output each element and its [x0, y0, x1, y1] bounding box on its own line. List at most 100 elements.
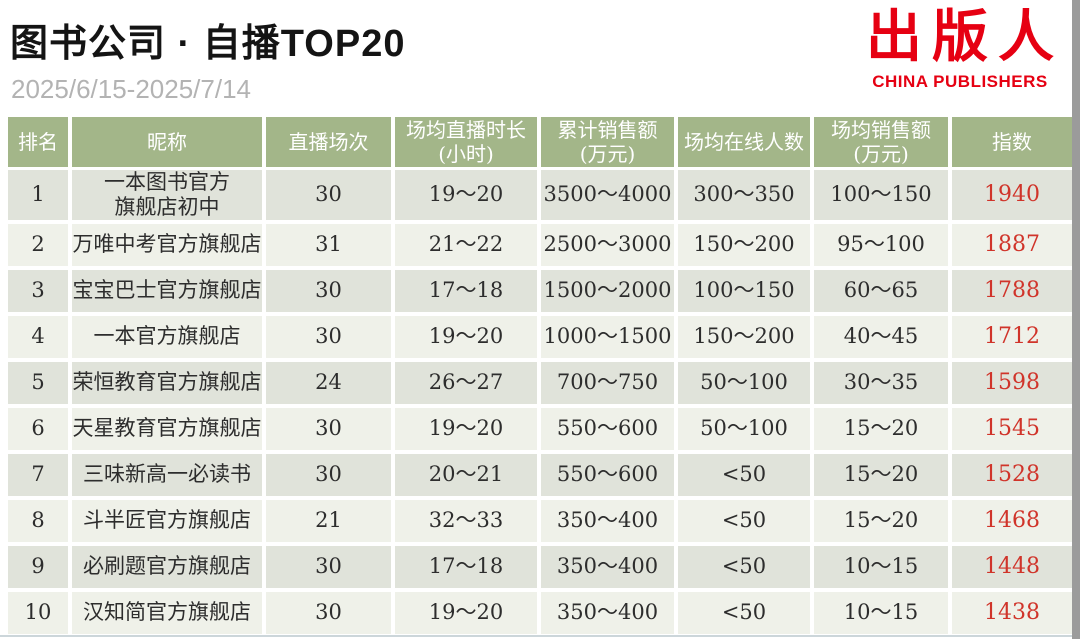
page-title: 图书公司 · 自播TOP20 [10, 23, 406, 65]
china-publishers-logo: 出版人 CHINA PUBLISHERS [866, 4, 1054, 92]
date-range: 2025/6/15-2025/7/14 [11, 74, 251, 104]
cell-rank: 6 [8, 408, 68, 450]
table-row: 1 一本图书官方 旗舰店初中 30 19～20 3500～4000 300～35… [8, 170, 1072, 220]
cell-sessions: 24 [266, 362, 391, 404]
cell-avg-duration: 21～22 [395, 224, 537, 266]
cell-avg-duration: 17～18 [395, 270, 537, 312]
col-header-rank: 排名 [8, 117, 68, 167]
cell-sessions: 30 [266, 170, 391, 220]
table-row: 3 宝宝巴士官方旗舰店 30 17～18 1500～2000 100～150 6… [8, 270, 1072, 312]
table-row: 6 天星教育官方旗舰店 30 19～20 550～600 50～100 15～2… [8, 408, 1072, 450]
cell-nickname: 天星教育官方旗舰店 [72, 408, 262, 450]
cell-nickname: 汉知简官方旗舰店 [72, 592, 262, 634]
table-row: 5 荣恒教育官方旗舰店 24 26～27 700～750 50～100 30～3… [8, 362, 1072, 404]
table-row: 9 必刷题官方旗舰店 30 17～18 350～400 <50 10～15 14… [8, 546, 1072, 588]
cell-index: 1598 [952, 362, 1072, 404]
cell-avg-online: 150～200 [678, 224, 810, 266]
cell-avg-online: 50～100 [678, 408, 810, 450]
cell-rank: 1 [8, 170, 68, 220]
cell-avg-duration: 19～20 [395, 170, 537, 220]
cell-index: 1788 [952, 270, 1072, 312]
cell-rank: 9 [8, 546, 68, 588]
cell-avg-sales: 15～20 [814, 408, 948, 450]
cell-rank: 10 [8, 592, 68, 634]
cell-rank: 7 [8, 454, 68, 496]
cell-sessions: 30 [266, 592, 391, 634]
cell-index: 1712 [952, 316, 1072, 358]
cell-index: 1545 [952, 408, 1072, 450]
cell-sessions: 30 [266, 546, 391, 588]
screen-bottom-edge [0, 635, 1072, 637]
cell-avg-sales: 40～45 [814, 316, 948, 358]
cell-avg-sales: 10～15 [814, 546, 948, 588]
cell-total-sales: 350～400 [541, 500, 674, 542]
col-header-total-sales: 累计销售额 (万元) [541, 117, 674, 167]
cell-avg-sales: 15～20 [814, 454, 948, 496]
cell-avg-online: 100～150 [678, 270, 810, 312]
cell-sessions: 21 [266, 500, 391, 542]
cell-rank: 5 [8, 362, 68, 404]
cell-avg-sales: 60～65 [814, 270, 948, 312]
cell-avg-sales: 10～15 [814, 592, 948, 634]
cell-avg-sales: 30～35 [814, 362, 948, 404]
cell-total-sales: 3500～4000 [541, 170, 674, 220]
cell-nickname: 一本图书官方 旗舰店初中 [72, 170, 262, 220]
cell-sessions: 30 [266, 408, 391, 450]
cell-nickname: 荣恒教育官方旗舰店 [72, 362, 262, 404]
cell-nickname: 万唯中考官方旗舰店 [72, 224, 262, 266]
cell-avg-duration: 17～18 [395, 546, 537, 588]
cell-total-sales: 2500～3000 [541, 224, 674, 266]
cell-avg-online: <50 [678, 454, 810, 496]
cell-sessions: 31 [266, 224, 391, 266]
cell-nickname: 一本官方旗舰店 [72, 316, 262, 358]
cell-nickname: 三味新高一必读书 [72, 454, 262, 496]
cell-index: 1468 [952, 500, 1072, 542]
cell-nickname: 宝宝巴士官方旗舰店 [72, 270, 262, 312]
cell-total-sales: 700～750 [541, 362, 674, 404]
cell-avg-duration: 20～21 [395, 454, 537, 496]
cell-avg-online: <50 [678, 592, 810, 634]
cell-total-sales: 550～600 [541, 454, 674, 496]
table-row: 2 万唯中考官方旗舰店 31 21～22 2500～3000 150～200 9… [8, 224, 1072, 266]
cell-avg-duration: 32～33 [395, 500, 537, 542]
cell-avg-duration: 26～27 [395, 362, 537, 404]
table-header-row: 排名 昵称 直播场次 场均直播时长 (小时) 累计销售额 (万元) 场均在线人数… [8, 117, 1072, 167]
cell-sessions: 30 [266, 454, 391, 496]
cell-avg-sales: 15～20 [814, 500, 948, 542]
cell-avg-online: <50 [678, 546, 810, 588]
cell-index: 1448 [952, 546, 1072, 588]
cell-avg-online: 300～350 [678, 170, 810, 220]
table-row: 8 斗半匠官方旗舰店 21 32～33 350～400 <50 15～20 14… [8, 500, 1072, 542]
cell-total-sales: 350～400 [541, 546, 674, 588]
table-row: 4 一本官方旗舰店 30 19～20 1000～1500 150～200 40～… [8, 316, 1072, 358]
cell-sessions: 30 [266, 316, 391, 358]
col-header-avg-duration: 场均直播时长 (小时) [395, 117, 537, 167]
cell-sessions: 30 [266, 270, 391, 312]
cell-total-sales: 350～400 [541, 592, 674, 634]
cell-total-sales: 550～600 [541, 408, 674, 450]
cell-rank: 2 [8, 224, 68, 266]
col-header-avg-sales: 场均销售额 (万元) [814, 117, 948, 167]
cell-avg-online: 50～100 [678, 362, 810, 404]
col-header-index: 指数 [952, 117, 1072, 167]
table-row: 10 汉知简官方旗舰店 30 19～20 350～400 <50 10～15 1… [8, 592, 1072, 634]
cell-nickname: 斗半匠官方旗舰店 [72, 500, 262, 542]
cell-avg-sales: 95～100 [814, 224, 948, 266]
logo-chinese-text: 出版人 [866, 4, 1064, 70]
ranking-table: 排名 昵称 直播场次 场均直播时长 (小时) 累计销售额 (万元) 场均在线人数… [8, 117, 1072, 634]
col-header-sessions: 直播场次 [266, 117, 391, 167]
cell-index: 1438 [952, 592, 1072, 634]
cell-rank: 8 [8, 500, 68, 542]
cell-avg-online: 150～200 [678, 316, 810, 358]
cell-rank: 3 [8, 270, 68, 312]
cell-avg-sales: 100～150 [814, 170, 948, 220]
col-header-nickname: 昵称 [72, 117, 262, 167]
cell-avg-duration: 19～20 [395, 592, 537, 634]
cell-total-sales: 1000～1500 [541, 316, 674, 358]
cell-avg-online: <50 [678, 500, 810, 542]
cell-index: 1528 [952, 454, 1072, 496]
cell-index: 1940 [952, 170, 1072, 220]
cell-rank: 4 [8, 316, 68, 358]
cell-avg-duration: 19～20 [395, 316, 537, 358]
